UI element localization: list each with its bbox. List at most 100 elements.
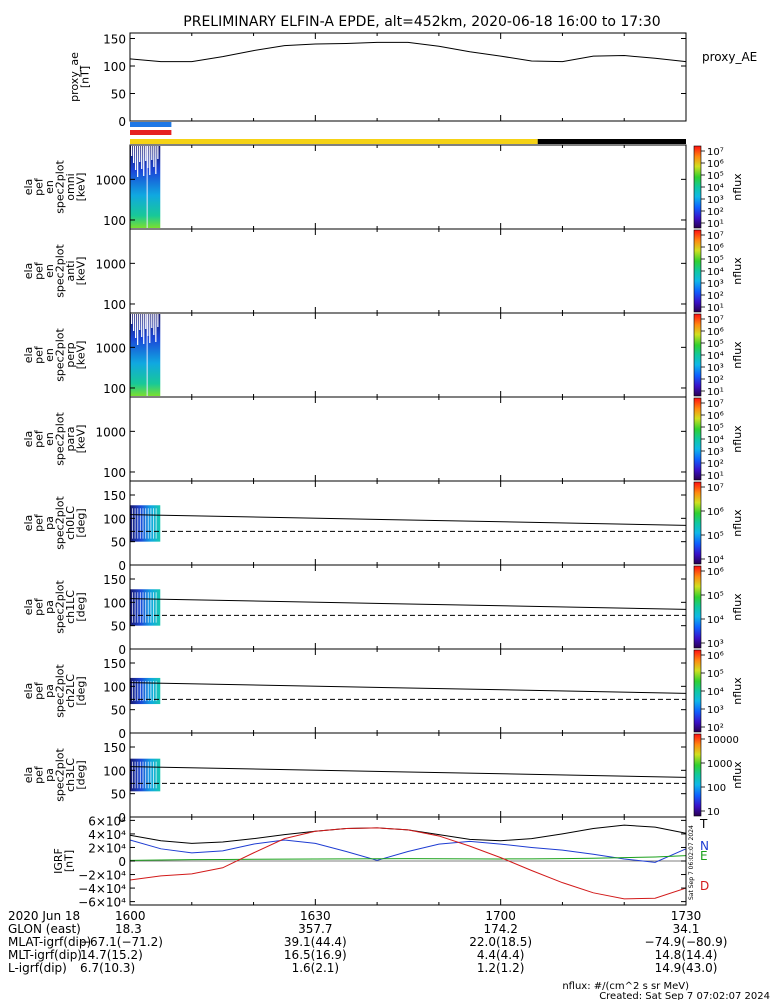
proxy-ae-line xyxy=(129,41,687,63)
y-tick-label: 1000 xyxy=(95,257,126,271)
colorbar: 10⁶ 10⁵ 10⁴ 10³ 10² nflux xyxy=(693,649,744,734)
panel-frame xyxy=(129,32,687,122)
spectrogram-streak xyxy=(137,314,139,345)
y-axis-label: spec2plot xyxy=(54,748,67,802)
pitch-angle-streak xyxy=(132,680,133,702)
y-tick-label: 150 xyxy=(103,489,126,503)
y-tick-label: 0 xyxy=(118,811,126,825)
colorbar-tick-label: 1000 xyxy=(707,759,732,770)
y-axis-label: ela xyxy=(22,683,35,700)
proxy-state-bar xyxy=(130,130,172,135)
colorbar-strip xyxy=(693,229,702,313)
colorbar-tick-label: 10³ xyxy=(707,363,724,374)
y-axis-label: ch3LC xyxy=(64,758,77,792)
colorbar-tick-label: 10⁷ xyxy=(707,483,724,494)
pitch-angle-streak xyxy=(153,592,155,623)
proxy-state-bar xyxy=(130,122,172,127)
y-axis-label: [deg] xyxy=(75,592,88,621)
pitch-angle-streak xyxy=(155,508,157,539)
panel-frame xyxy=(129,732,687,818)
colorbar: 10⁷ 10⁶ 10⁵ 10⁴ nflux xyxy=(693,481,744,566)
colorbar-tick-label: 10² xyxy=(707,459,724,470)
xaxis-value-l: 14.9(43.0) xyxy=(655,961,718,975)
colorbar-label: nflux xyxy=(731,173,744,201)
spectrogram-gap xyxy=(146,314,148,396)
colorbar: 10⁶ 10⁵ 10⁴ 10³ nflux xyxy=(693,565,744,650)
pitch-angle-streak xyxy=(150,592,152,623)
xaxis-value-l: 1.6(2.1) xyxy=(292,961,340,975)
pitch-angle-streak xyxy=(139,592,141,623)
panel-frame xyxy=(129,480,687,566)
pitch-angle-streak xyxy=(147,592,149,623)
y-axis-label: proxy_ae xyxy=(68,52,81,102)
pitch-angle-streak xyxy=(150,761,152,789)
colorbar-tick-label: 10⁶ xyxy=(707,243,724,254)
y-tick-label: 100 xyxy=(103,680,126,694)
loss-cone-line xyxy=(129,598,687,610)
igrf-legend-N: N xyxy=(700,839,709,853)
y-axis-label: [keV] xyxy=(75,257,88,286)
y-axis-label: [deg] xyxy=(75,508,88,537)
pitch-angle-streak xyxy=(145,592,147,623)
y-tick-label: 50 xyxy=(111,88,126,102)
pitch-angle-streak xyxy=(134,592,136,623)
pitch-angle-streak xyxy=(145,508,147,539)
y-tick-label: 100 xyxy=(103,382,126,396)
colorbar-strip xyxy=(693,481,702,565)
igrf-legend-E: E xyxy=(700,849,708,863)
y-axis-label: para xyxy=(64,427,77,452)
xaxis-value-l: 6.7(10.3) xyxy=(80,961,135,975)
colorbar-strip xyxy=(693,565,702,649)
spectrogram-streak xyxy=(131,146,133,156)
y-axis-label: en xyxy=(43,348,56,362)
y-axis-label: anti xyxy=(64,260,77,281)
colorbar-label: nflux xyxy=(731,509,744,537)
pitch-angle-streak xyxy=(134,680,136,702)
colorbar-tick-label: 10⁶ xyxy=(707,507,724,518)
igrf-legend-D: D xyxy=(700,879,709,893)
colorbar-tick-label: 10³ xyxy=(707,639,724,650)
panel-spec_para: 1000100elapefenspec2plotpara[keV]10⁷10⁶1… xyxy=(22,396,744,482)
spectrogram-streak xyxy=(153,146,155,167)
y-axis-label: spec2plot xyxy=(54,244,67,298)
spectrogram-streak xyxy=(143,314,145,344)
pitch-angle-streak xyxy=(153,508,155,539)
y-axis-label: IGRF xyxy=(52,848,65,874)
y-axis-label: ch1LC xyxy=(64,590,77,624)
y-axis-label: en xyxy=(43,180,56,194)
y-tick-label: 150 xyxy=(103,33,126,47)
xaxis-value-time: 1600 xyxy=(115,909,146,923)
pitch-angle-streak xyxy=(142,761,144,789)
igrf-legend-T: T xyxy=(699,817,708,831)
spectrogram-streak xyxy=(145,146,147,161)
spectrogram-streak xyxy=(143,146,145,176)
y-axis-label: [keV] xyxy=(75,425,88,454)
spectrogram-streak xyxy=(157,314,159,327)
spectrogram-streak xyxy=(151,314,153,328)
pitch-angle-streak xyxy=(153,680,155,702)
pitch-angle-streak xyxy=(139,508,141,539)
plot-title: PRELIMINARY ELFIN-A EPDE, alt=452km, 202… xyxy=(183,14,660,30)
colorbar-label: nflux xyxy=(731,677,744,705)
y-axis-label: pa xyxy=(43,768,56,782)
y-axis-label: en xyxy=(43,432,56,446)
y-axis-label: ela xyxy=(22,599,35,616)
y-tick-label: 100 xyxy=(103,298,126,312)
y-tick-label: 2×10⁴ xyxy=(88,841,126,855)
colorbar-label: nflux xyxy=(731,341,744,369)
y-tick-label: −4×10⁴ xyxy=(78,882,126,896)
pitch-angle-streak xyxy=(145,680,147,702)
y-axis-label: perp xyxy=(64,342,77,367)
spectrogram-streak xyxy=(139,314,141,330)
panel-pa_ch1: 150100500elapefpaspec2plotch1LC[deg]10⁶1… xyxy=(22,564,744,657)
pitch-angle-streak xyxy=(147,508,149,539)
panel-spec_omni: 1000100elapefenspec2plotomni[keV]10⁷10⁶1… xyxy=(22,144,744,230)
y-axis-label: ela xyxy=(22,263,35,280)
pitch-angle-streak xyxy=(137,761,139,789)
pitch-angle-streak xyxy=(132,761,133,789)
spectrogram-streak xyxy=(149,146,151,175)
xaxis-row-label: MLAT-igrf(dip) xyxy=(8,935,91,949)
